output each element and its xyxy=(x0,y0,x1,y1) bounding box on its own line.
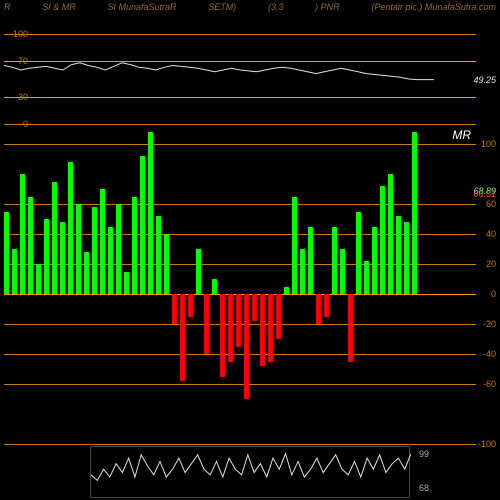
mr-bar xyxy=(172,294,177,324)
mr-bar xyxy=(68,162,73,294)
mr-bar xyxy=(212,279,217,294)
y-tick-label: 60 xyxy=(486,199,496,209)
mr-bar xyxy=(324,294,329,317)
rsi-panel: 0307010049.25 xyxy=(4,34,496,124)
mr-bar xyxy=(268,294,273,362)
mr-bar xyxy=(156,216,161,294)
header-item: R xyxy=(4,2,11,12)
mr-bar xyxy=(404,222,409,294)
y-tick-label: -60 xyxy=(483,379,496,389)
y-tick-label: 40 xyxy=(486,229,496,239)
mr-bar xyxy=(44,219,49,294)
mr-bar xyxy=(276,294,281,339)
mr-bar xyxy=(52,182,57,295)
mr-bar xyxy=(4,212,9,295)
mr-bar xyxy=(300,249,305,294)
mr-bar xyxy=(372,227,377,295)
y-tick-label: -20 xyxy=(483,319,496,329)
mr-bar xyxy=(140,156,145,294)
mr-bar xyxy=(236,294,241,347)
mr-bar xyxy=(108,227,113,295)
mr-bar xyxy=(252,294,257,321)
mr-bar xyxy=(228,294,233,362)
header-row: R SI & MR SI MunafaSutraR SETM) (3,3 ) P… xyxy=(0,0,500,14)
mr-bar xyxy=(188,294,193,317)
mr-bar xyxy=(100,189,105,294)
mr-bar xyxy=(164,234,169,294)
mr-bar xyxy=(356,212,361,295)
y-tick-label: 99 xyxy=(419,449,429,459)
header-item: SI & MR xyxy=(42,2,76,12)
bottom-panel: 6899 xyxy=(90,446,410,498)
mr-bar xyxy=(116,204,121,294)
header-item: (3,3 xyxy=(268,2,284,12)
mr-bar xyxy=(260,294,265,366)
mr-bar xyxy=(332,227,337,295)
y-tick-label: 100 xyxy=(481,139,496,149)
current-value: 49.25 xyxy=(473,75,496,85)
mr-bar xyxy=(180,294,185,381)
mr-bar xyxy=(148,132,153,294)
mr-bar xyxy=(396,216,401,294)
mr-bar xyxy=(60,222,65,294)
mr-bar xyxy=(124,272,129,295)
mr-bar xyxy=(292,197,297,295)
mr-panel: MR -100-60-40-20020406010068.8966.51 xyxy=(4,144,496,444)
mr-bar xyxy=(28,197,33,295)
mr-bar xyxy=(380,186,385,294)
header-item: SETM) xyxy=(208,2,236,12)
value-label: 66.51 xyxy=(473,189,496,199)
mr-bar xyxy=(348,294,353,362)
mr-bar xyxy=(220,294,225,377)
mr-bar xyxy=(204,294,209,354)
mr-label: MR xyxy=(452,128,471,142)
mr-bar xyxy=(308,227,313,295)
mr-bar xyxy=(12,249,17,294)
mr-bar xyxy=(36,264,41,294)
mr-bar xyxy=(92,207,97,294)
y-tick-label: -40 xyxy=(483,349,496,359)
mr-bar xyxy=(196,249,201,294)
y-tick-label: 68 xyxy=(419,483,429,493)
mr-bar xyxy=(84,252,89,294)
mr-bar xyxy=(244,294,249,399)
y-tick-label: -100 xyxy=(478,439,496,449)
y-tick-label: 20 xyxy=(486,259,496,269)
mr-bar xyxy=(284,287,289,295)
mr-bar xyxy=(316,294,321,324)
header-item: ) PNR xyxy=(315,2,340,12)
header-item: SI MunafaSutraR xyxy=(107,2,176,12)
mr-bar xyxy=(340,249,345,294)
mr-bar xyxy=(364,261,369,294)
mr-bar xyxy=(76,204,81,294)
y-tick-label: 0 xyxy=(491,289,496,299)
mr-bar xyxy=(412,132,417,294)
mr-bar xyxy=(20,174,25,294)
header-item: (Pentair plc.) MunafaSutra.com xyxy=(371,2,496,12)
mr-bar xyxy=(388,174,393,294)
mr-bar xyxy=(132,197,137,295)
